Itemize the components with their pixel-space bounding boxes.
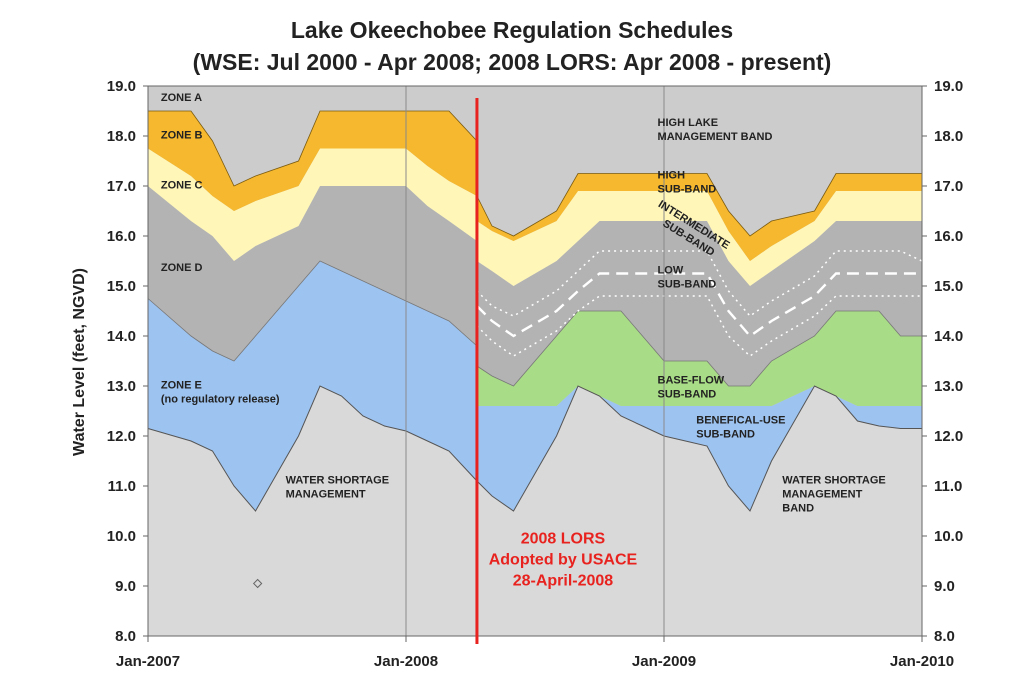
zone-label: SUB-BAND [658, 279, 717, 291]
plot-area: 2008 LORS Adopted by USACE 28-April-2008 ZO… [147, 85, 923, 644]
zone-label: WATER SHORTAGE [286, 475, 389, 487]
line-zone-d-bottom [147, 260, 478, 362]
line-base-flow-top [476, 310, 922, 387]
x-tick-label: Jan-2010 [890, 653, 954, 670]
y-tick-label-left: 19.0 [107, 78, 136, 95]
axes: 8.0 8.0 9.0 9.0 10.0 10.0 11.0 11.0 12.0 12.0 13.0… [107, 78, 963, 670]
band-zone-c [148, 148, 477, 261]
zone-label: HIGH [658, 170, 686, 182]
x-tick-label: Jan-2008 [374, 653, 438, 670]
y-tick-label-right: 19.0 [934, 78, 963, 95]
zone-label: ZONE C [161, 180, 203, 192]
line-zone-b-top [148, 110, 478, 187]
y-tick-label-left: 18.0 [107, 128, 136, 145]
band-zone-b [148, 111, 477, 211]
band-lors-water-shortage [476, 386, 922, 636]
line-zone-e-bottom [147, 385, 478, 512]
plot-border [147, 85, 923, 637]
zone-label: LOW [658, 265, 684, 277]
chart-subtitle: (WSE: Jul 2000 - Apr 2008; 2008 LORS: Ap… [193, 49, 832, 75]
zone-label: MANAGEMENT [782, 489, 862, 501]
y-tick-label-right: 10.0 [934, 528, 963, 545]
band-wse-water-shortage [148, 386, 477, 636]
zone-label: SUB-BAND [658, 184, 717, 196]
y-tick-label-right: 14.0 [934, 328, 963, 345]
line-low-sub-band-dotted-lower [476, 295, 922, 357]
line-high-band-top [476, 173, 922, 237]
y-tick-label-left: 12.0 [107, 428, 136, 445]
band-high-sub-band [476, 173, 922, 261]
y-tick-label-left: 8.0 [115, 628, 136, 645]
y-tick-label-right: 8.0 [934, 628, 955, 645]
zone-label: MANAGEMENT [286, 489, 366, 501]
y-tick-label-right: 15.0 [934, 278, 963, 295]
y-tick-label-right: 9.0 [934, 578, 955, 595]
line-beneficial-use-bottom [476, 385, 922, 512]
y-tick-label-left: 15.0 [107, 278, 136, 295]
zone-label: BAND [782, 503, 814, 515]
y-tick-label-left: 11.0 [108, 478, 136, 495]
y-tick-label-left: 9.0 [115, 578, 136, 595]
band-intermediate-sub-band [476, 191, 922, 286]
zone-label: SUB-BAND [696, 429, 755, 441]
x-tick-label: Jan-2009 [632, 653, 696, 670]
lors-adoption-note: Adopted by USACE [489, 552, 638, 569]
zone-label: ZONE D [161, 262, 203, 274]
y-tick-label-right: 18.0 [934, 128, 963, 145]
y-tick-label-right: 16.0 [934, 228, 963, 245]
y-tick-label-left: 13.0 [107, 378, 136, 395]
zone-label: BASE-FLOW [658, 375, 725, 387]
band-low-sub-band [476, 221, 922, 386]
y-tick-label-left: 14.0 [107, 328, 136, 345]
diamond-marker [252, 578, 263, 589]
band-zone-e [148, 261, 477, 511]
y-tick-label-right: 11.0 [934, 478, 962, 495]
y-tick-label-right: 12.0 [934, 428, 963, 445]
zone-label: WATER SHORTAGE [782, 475, 885, 487]
lors-adoption-note: 28-April-2008 [513, 573, 614, 590]
y-tick-label-left: 17.0 [107, 178, 136, 195]
zone-label: ZONE B [161, 130, 203, 142]
y-axis-label: Water Level (feet, NGVD) [71, 268, 88, 456]
x-tick-label: Jan-2007 [116, 653, 180, 670]
band-beneficial-use [476, 386, 922, 511]
zone-label: ZONE A [161, 92, 202, 104]
zone-label: BENEFICAL-USE [696, 415, 785, 427]
zone-label: MANAGEMENT BAND [658, 131, 773, 143]
zone-label: ZONE E [161, 380, 202, 392]
zone-label: HIGH LAKE [658, 117, 719, 129]
band-base-flow [476, 311, 922, 406]
chart-title: Lake Okeechobee Regulation Schedules [291, 17, 733, 43]
lors-adoption-note: 2008 LORS [521, 531, 606, 548]
line-low-sub-band-dashed [476, 272, 922, 338]
zone-label: SUB-BAND [658, 389, 717, 401]
y-tick-label-left: 10.0 [107, 528, 136, 545]
y-tick-label-right: 17.0 [934, 178, 963, 195]
y-tick-label-left: 16.0 [107, 228, 136, 245]
band-zone-d [148, 186, 477, 361]
zone-label: (no regulatory release) [161, 394, 280, 406]
y-tick-label-right: 13.0 [934, 378, 963, 395]
